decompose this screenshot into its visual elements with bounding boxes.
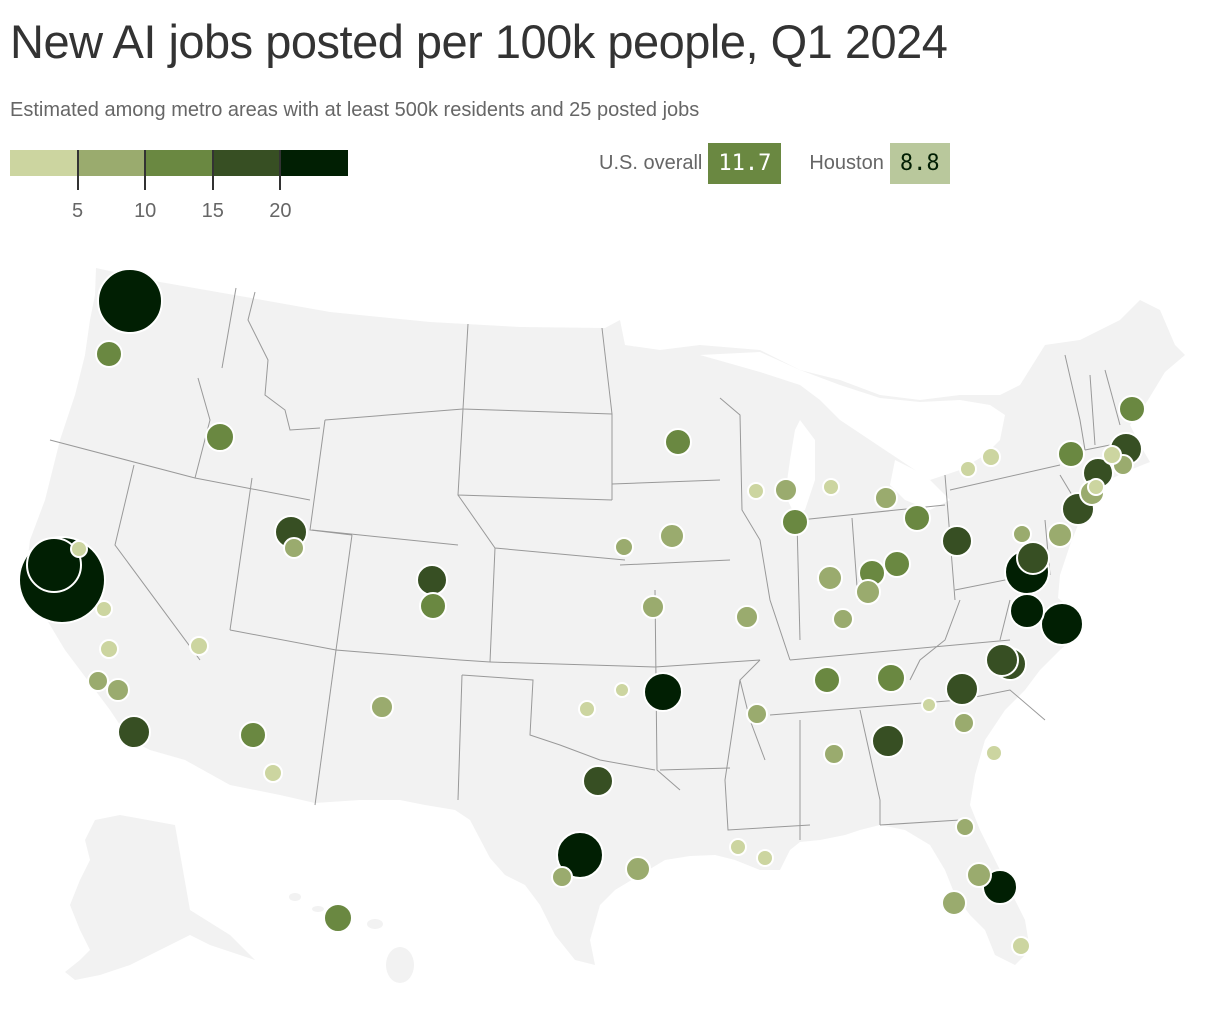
legend-tick-label: 20 [269,200,292,222]
metro-bubble[interactable] [97,268,163,334]
us-overall-label: U.S. overall [599,152,703,174]
legend-bar [10,150,348,176]
metro-bubble[interactable] [756,849,774,867]
metro-bubble[interactable] [99,639,119,659]
metro-bubble[interactable] [664,428,692,456]
metro-bubble[interactable] [205,422,235,452]
metro-bubble[interactable] [953,712,975,734]
metro-bubble[interactable] [1118,395,1146,423]
metro-bubble[interactable] [87,670,109,692]
metro-bubble[interactable] [1011,936,1031,956]
metro-bubble[interactable] [106,678,130,702]
metro-bubble[interactable] [117,715,151,749]
metro-bubble[interactable] [323,903,353,933]
metro-bubble[interactable] [95,600,113,618]
houston-value: 8.8 [889,143,950,184]
metro-bubble[interactable] [781,508,809,536]
metro-bubble[interactable] [641,595,665,619]
metro-bubble[interactable] [1012,524,1032,544]
metro-bubble[interactable] [921,697,937,713]
metro-bubble[interactable] [774,478,798,502]
metro-bubble[interactable] [941,525,973,557]
metro-bubble[interactable] [903,504,931,532]
metro-bubble[interactable] [941,890,967,916]
legend-tick-label: 10 [134,200,157,222]
metro-bubble[interactable] [823,743,845,765]
metro-bubble[interactable] [945,672,979,706]
metro-bubble[interactable] [239,721,267,749]
metro-bubble[interactable] [625,856,651,882]
houston-label: Houston [809,152,884,174]
metro-bubble[interactable] [855,579,881,605]
color-legend: 5 10 15 20 [10,150,348,230]
metro-bubble[interactable] [1057,440,1085,468]
metro-bubble[interactable] [735,605,759,629]
metro-bubble[interactable] [822,478,840,496]
legend-bin-4 [280,150,348,176]
us-overall-value: 11.7 [708,143,782,184]
legend-tick-label: 15 [201,200,224,222]
metro-bubble[interactable] [1040,602,1084,646]
metro-bubble[interactable] [729,838,747,856]
metro-bubble[interactable] [643,672,683,712]
legend-tick [76,150,79,190]
metro-bubble[interactable] [876,663,906,693]
metro-bubble[interactable] [832,608,854,630]
us-bubble-map [0,250,1220,1014]
metro-bubble[interactable] [746,703,768,725]
metro-bubble[interactable] [582,765,614,797]
metro-bubble[interactable] [1009,593,1045,629]
metro-bubble[interactable] [578,700,596,718]
metro-bubble[interactable] [551,866,573,888]
legend-tick-label: 5 [72,200,84,222]
metro-bubble[interactable] [614,682,630,698]
legend-bin-3 [212,150,281,176]
metro-bubble[interactable] [747,482,765,500]
metro-bubble[interactable] [95,340,123,368]
metro-bubble[interactable] [659,523,685,549]
legend-tick [279,150,282,190]
chart-subtitle: Estimated among metro areas with at leas… [10,99,700,121]
metro-bubble[interactable] [813,666,841,694]
legend-bin-2 [145,150,213,176]
metro-bubble[interactable] [817,565,843,591]
legend-bin-0 [10,150,78,176]
metro-bubble[interactable] [70,540,88,558]
metro-bubble[interactable] [614,537,634,557]
reference-values: U.S. overall 11.7 Houston 8.8 [599,143,978,184]
us-basemap [25,268,1185,983]
metro-bubble[interactable] [871,724,905,758]
metro-bubble[interactable] [283,537,305,559]
metro-bubble[interactable] [189,636,209,656]
metro-bubble[interactable] [1047,522,1073,548]
metro-bubble[interactable] [1016,541,1050,575]
metro-bubble[interactable] [883,550,911,578]
metro-bubble[interactable] [985,643,1019,677]
metro-bubble[interactable] [955,817,975,837]
metro-bubble[interactable] [370,695,394,719]
metro-bubble[interactable] [263,763,283,783]
metro-bubble[interactable] [1087,478,1105,496]
chart-title: New AI jobs posted per 100k people, Q1 2… [10,15,948,68]
metro-bubble[interactable] [985,744,1003,762]
legend-bin-1 [77,150,146,176]
metro-bubble[interactable] [1102,445,1122,465]
metro-bubble[interactable] [419,592,447,620]
metro-bubble[interactable] [966,862,992,888]
legend-tick [144,150,147,190]
metro-bubble[interactable] [981,447,1001,467]
legend-tick [211,150,214,190]
metro-bubble[interactable] [959,460,977,478]
metro-bubble[interactable] [874,486,898,510]
